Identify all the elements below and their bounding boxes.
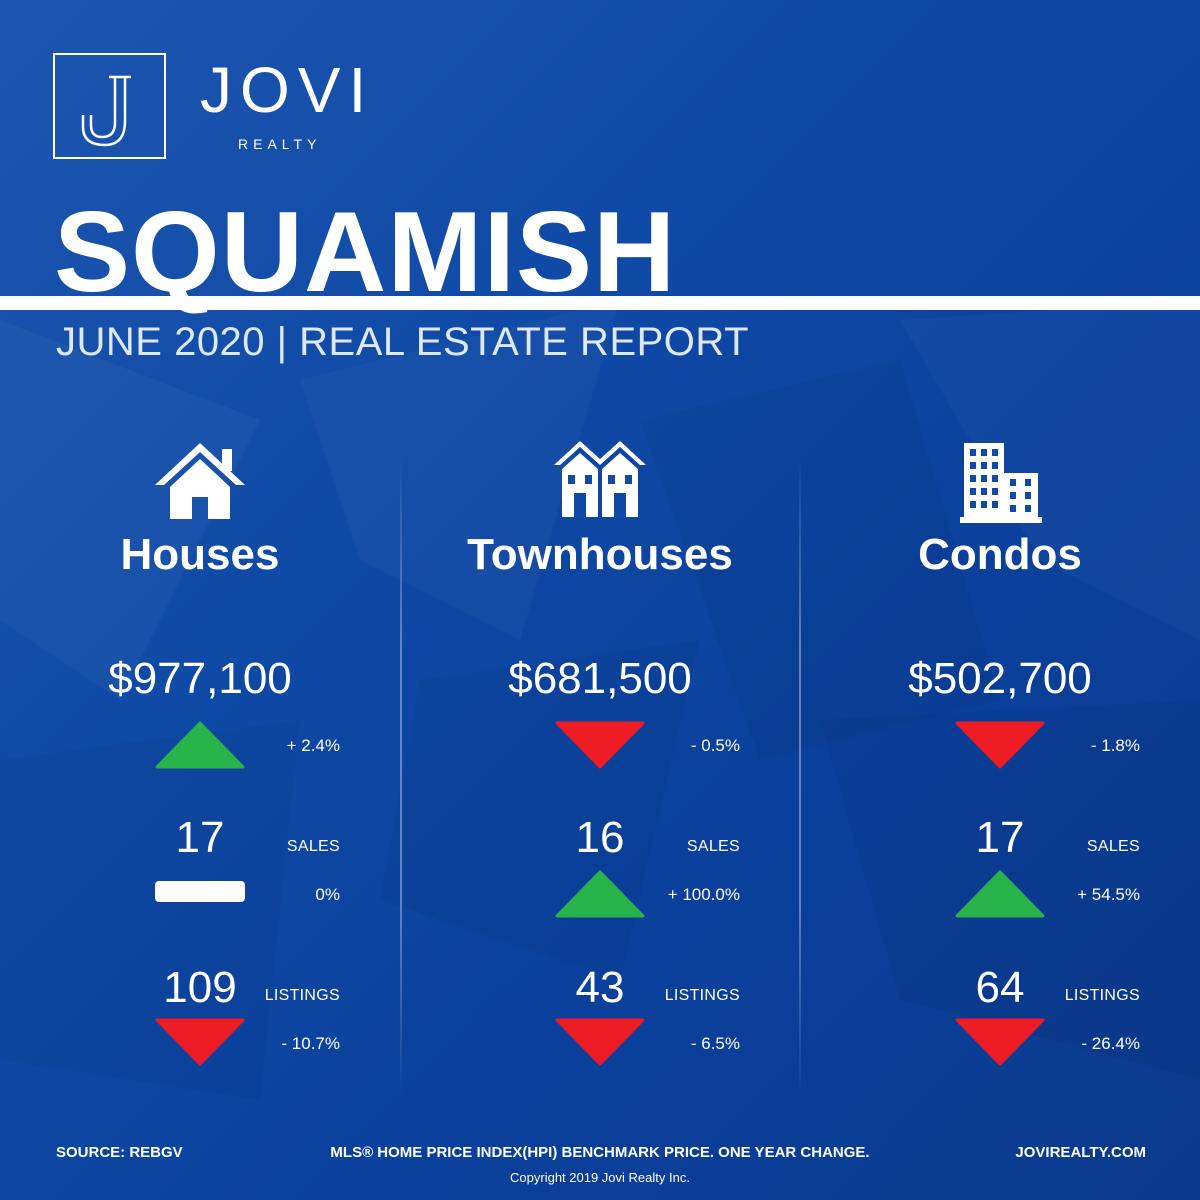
sales-count: 16: [575, 813, 625, 862]
category-column-townhouses: Townhouses $681,500 - 0.5% 16 SALES + 10…: [400, 430, 800, 1090]
price-change: + 2.4%: [286, 736, 340, 755]
category-name: Townhouses: [467, 530, 733, 579]
listings-count: 64: [975, 963, 1025, 1012]
sales-label: SALES: [686, 838, 740, 855]
sales-count: 17: [975, 813, 1025, 862]
price-change: - 0.5%: [690, 736, 740, 755]
brand-name: JOVI: [200, 54, 375, 126]
trend-down-icon: [955, 721, 1045, 769]
logo-j-icon: [81, 75, 131, 147]
report-subtitle: JUNE 2020 | REAL ESTATE REPORT: [56, 320, 750, 364]
city-title: SQUAMISH: [54, 189, 677, 316]
benchmark-price: $681,500: [508, 654, 692, 703]
trend-down-icon: [555, 721, 645, 769]
column-divider: [400, 455, 402, 1095]
logo-mark: [53, 53, 166, 159]
listings-count: 43: [575, 963, 625, 1012]
listings-change: - 26.4%: [1081, 1034, 1140, 1053]
listings-change: - 6.5%: [690, 1034, 740, 1053]
trend-up-icon: [155, 721, 245, 769]
category-column-houses: Houses $977,100 + 2.4% 17 SALES 0% 109 L…: [0, 430, 400, 1090]
sales-label: SALES: [1086, 838, 1140, 855]
benchmark-price: $502,700: [908, 654, 1092, 703]
listings-count: 109: [163, 963, 237, 1012]
trend-up-icon: [955, 870, 1045, 918]
sales-label: SALES: [286, 838, 340, 855]
condo-building-icon: [960, 443, 1042, 523]
sales-count: 17: [175, 813, 225, 862]
house-icon: [155, 443, 245, 519]
trend-up-icon: [555, 870, 645, 918]
sales-change: 0%: [315, 885, 340, 904]
category-column-condos: Condos $502,700 - 1.8% 17 SALES + 54.5% …: [800, 430, 1200, 1090]
townhouse-icon: [554, 441, 646, 517]
trend-down-icon: [955, 1018, 1045, 1066]
listings-change: - 10.7%: [281, 1034, 340, 1053]
footer-note: MLS® HOME PRICE INDEX(HPI) BENCHMARK PRI…: [330, 1144, 870, 1161]
title-underline: [0, 296, 1200, 310]
trend-down-icon: [155, 1018, 245, 1066]
sales-change: + 54.5%: [1077, 885, 1140, 904]
footer-website-link[interactable]: JOVIREALTY.COM: [1015, 1144, 1146, 1161]
listings-label: LISTINGS: [1064, 987, 1140, 1004]
sales-change: + 100.0%: [667, 885, 740, 904]
price-change: - 1.8%: [1090, 736, 1140, 755]
listings-label: LISTINGS: [264, 987, 340, 1004]
listings-label: LISTINGS: [664, 987, 740, 1004]
category-name: Houses: [120, 530, 280, 579]
footer-copyright: Copyright 2019 Jovi Realty Inc.: [510, 1170, 690, 1185]
benchmark-price: $977,100: [108, 654, 292, 703]
column-divider: [799, 455, 801, 1095]
trend-down-icon: [555, 1018, 645, 1066]
footer-source: SOURCE: REBGV: [56, 1144, 183, 1161]
trend-flat-icon: [155, 881, 245, 902]
brand-subtitle: REALTY: [238, 136, 322, 152]
category-name: Condos: [918, 530, 1082, 579]
